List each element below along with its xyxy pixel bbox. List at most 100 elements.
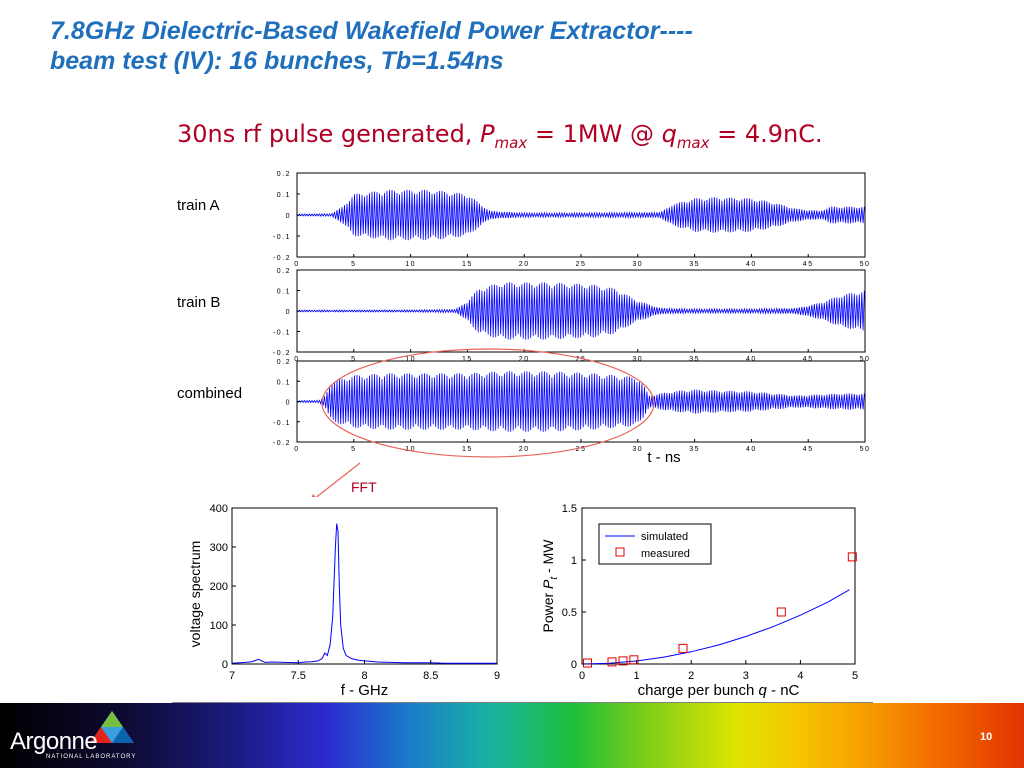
power-xtick-label: 5 [852, 670, 858, 682]
train-b-xtick-label: 0 [294, 356, 299, 363]
combined-xtick-label: 45 [803, 446, 814, 453]
measured-point [629, 655, 639, 665]
q-subscript: max [676, 134, 710, 152]
fft-ytick-label: 300 [210, 542, 228, 554]
train-b-xtick-label: 5 [351, 356, 356, 363]
fft-xtick-label: 7.5 [291, 670, 306, 682]
train-a-xtick-label: 10 [405, 261, 416, 268]
train-a-ytick-label: -0.2 [273, 255, 291, 262]
combined-xtick-label: 15 [462, 446, 473, 453]
measured-point [618, 656, 628, 666]
combined-xtick-label: 40 [746, 446, 757, 453]
power-ytick-label: 0.5 [562, 607, 577, 619]
slide-title: 7.8GHz Dielectric-Based Wakefield Power … [50, 16, 1010, 76]
fft-region-ellipse [321, 348, 655, 458]
legend-measured-swatch [615, 547, 625, 557]
train-b-trace [296, 282, 865, 340]
measured-point [776, 607, 786, 617]
train-b-xtick-label: 30 [632, 356, 643, 363]
q-symbol: q [661, 120, 677, 148]
power-ylabel: Power Pt - MW [540, 539, 560, 633]
combined-xtick-label: 50 [860, 446, 871, 453]
power-ytick-label: 1 [571, 555, 577, 567]
title-line-2: beam test (IV): 16 bunches, Tb=1.54ns [50, 47, 504, 75]
fft-ytick-label: 200 [210, 581, 228, 593]
subtitle-mid: = 1MW @ [527, 120, 662, 148]
combined-label: combined [177, 385, 243, 402]
train-b-xtick-label: 15 [462, 356, 473, 363]
power-ytick-label: 0 [571, 659, 577, 671]
power-xlabel: charge per bunch q - nC [638, 682, 800, 699]
fft-xtick-label: 7 [229, 670, 235, 682]
combined-ytick-label: -0.2 [273, 440, 291, 447]
page-number: 10 [980, 731, 993, 743]
train-a-ytick-label: 0.2 [277, 171, 291, 178]
fft-label: FFT [351, 479, 377, 495]
subtitle-post: = 4.9nC. [709, 120, 823, 148]
train-b-xtick-label: 10 [405, 356, 416, 363]
fft-ytick-label: 0 [222, 659, 228, 671]
legend-measured-label: measured [641, 548, 690, 560]
power-xlabel-part2: - nC [767, 682, 800, 699]
figure-canvas: 0 5 10 15 20 25 30 35 40 45 500.20.10-0.1-0.20 5 10 1… [172, 171, 873, 703]
power-ylabel-part1: Power [540, 589, 556, 633]
power-ytick-label: 1.5 [562, 503, 577, 515]
power-xtick-label: 0 [579, 670, 585, 682]
fft-xtick-label: 8 [361, 670, 367, 682]
train-a-ytick-label: -0.1 [273, 234, 291, 241]
fft-ylabel: voltage spectrum [187, 541, 203, 648]
measured-point [847, 552, 857, 562]
train-a-xtick-label: 0 [294, 261, 299, 268]
train-b-xtick-label: 25 [576, 356, 587, 363]
train-b-xtick-label: 35 [689, 356, 700, 363]
power-xlabel-part1: charge per bunch [638, 682, 759, 699]
combined-ytick-label: -0.1 [273, 420, 291, 427]
subtitle-pre: 30ns rf pulse generated, [177, 120, 481, 148]
train-a-xtick-label: 45 [803, 261, 814, 268]
train-a-label: train A [177, 197, 220, 214]
combined-xtick-label: 5 [351, 446, 356, 453]
train-a-xtick-label: 40 [746, 261, 757, 268]
train-b-ytick-label: 0 [286, 309, 291, 316]
train-a-xtick-label: 5 [351, 261, 356, 268]
fft-arrow-line [313, 462, 361, 500]
legend-simulated-label: simulated [641, 531, 688, 543]
combined-trace [296, 371, 865, 432]
fft-xlabel: f - GHz [341, 682, 389, 699]
p-symbol: P [480, 120, 495, 148]
measured-point [583, 658, 592, 668]
p-subscript: max [494, 134, 528, 152]
fft-spectrum-line [231, 523, 497, 664]
combined-xtick-label: 20 [519, 446, 530, 453]
train-a-trace [296, 189, 865, 241]
combined-xlabel: t - ns [647, 449, 680, 466]
power-ylabel-part2: - MW [540, 539, 556, 577]
title-line-1: 7.8GHz Dielectric-Based Wakefield Power … [50, 17, 693, 45]
train-a-ytick-label: 0.1 [277, 192, 291, 199]
combined-ytick-label: 0.1 [277, 379, 291, 386]
fft-ytick-label: 400 [210, 503, 228, 515]
train-b-ytick-label: 0.2 [277, 268, 291, 275]
train-b-ytick-label: -0.1 [273, 330, 291, 337]
combined-xtick-label: 25 [576, 446, 587, 453]
measured-point [678, 643, 688, 653]
train-b-ytick-label: -0.2 [273, 350, 291, 357]
train-b-ytick-label: 0.1 [277, 289, 291, 296]
power-xtick-label: 3 [743, 670, 749, 682]
train-b-xtick-label: 40 [746, 356, 757, 363]
train-b-label: train B [177, 294, 221, 311]
train-a-xtick-label: 25 [576, 261, 587, 268]
train-a-xtick-label: 50 [860, 261, 871, 268]
power-xtick-label: 2 [688, 670, 694, 682]
slide-subtitle: 30ns rf pulse generated, Pmax = 1MW @ qm… [177, 120, 897, 152]
power-xlabel-q: q [759, 682, 768, 699]
combined-xtick-label: 10 [405, 446, 416, 453]
power-ylabel-sub: t [549, 576, 560, 580]
combined-ytick-label: 0.2 [277, 359, 291, 366]
train-b-xtick-label: 50 [860, 356, 871, 363]
fft-ytick-label: 100 [210, 620, 228, 632]
logo-name: Argonne [10, 728, 98, 755]
argonne-logo-icon [90, 711, 134, 743]
footer-gradient-bar [0, 703, 1024, 768]
train-a-ytick-label: 0 [286, 213, 291, 220]
